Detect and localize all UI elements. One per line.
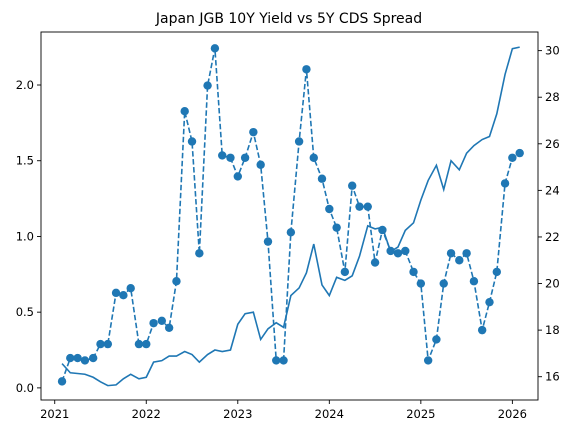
series-2-point-58	[492, 267, 502, 277]
series-2-point-18	[187, 137, 197, 146]
series-2-point-59	[500, 179, 510, 188]
series-2-point-56	[477, 325, 487, 335]
series-2-point-6	[96, 339, 105, 349]
series-2-point-34	[309, 153, 318, 162]
series-2-point-27	[256, 160, 265, 169]
x-tick-label: 2024	[315, 407, 344, 421]
series-2-point-14	[157, 316, 167, 326]
series-2-point-25	[240, 153, 250, 162]
y-right-tick-label: 20	[545, 277, 560, 291]
series-2-point-35	[317, 174, 327, 183]
series-2-point-28	[263, 237, 273, 246]
series-2-point-57	[485, 297, 494, 307]
x-tick-label: 2025	[406, 407, 435, 421]
y-left-tick-label: 2.0	[16, 78, 34, 92]
series-2-point-38	[340, 267, 350, 277]
series-1-line	[61, 46, 520, 387]
series-2-point-13	[149, 318, 158, 328]
series-2-point-4	[80, 356, 90, 365]
y-axis-left: 0.0 0.5 1.0 1.5 2.0	[16, 78, 41, 395]
series-2-point-51	[439, 279, 448, 288]
series-2-point-26	[249, 127, 258, 137]
series-2-point-61	[515, 148, 524, 158]
series-2-point-41	[363, 202, 372, 211]
series-2-point-50	[432, 335, 441, 344]
series-2-point-43	[378, 225, 387, 235]
series-2-point-54	[462, 249, 471, 258]
series-2-point-24	[233, 172, 242, 181]
series-2-point-45	[393, 249, 403, 258]
x-axis: 2021 2022 2023 2024 2025 2026	[40, 400, 527, 421]
plot-area	[57, 44, 524, 387]
series-2-point-20	[203, 81, 212, 90]
series-2-point-47	[409, 267, 418, 277]
series-2-point-11	[134, 339, 144, 349]
series-2-point-52	[446, 249, 456, 258]
series-2-point-39	[348, 181, 357, 190]
y-right-tick-label: 30	[545, 44, 560, 58]
y-right-tick-label: 18	[545, 323, 560, 337]
series-2-point-42	[370, 258, 380, 267]
x-tick-label: 2021	[40, 407, 69, 421]
y-right-tick-label: 28	[545, 90, 560, 104]
series-2-point-8	[111, 288, 121, 298]
series-2-point-19	[195, 249, 204, 258]
series-2-point-36	[325, 204, 334, 214]
series-2-point-49	[423, 356, 433, 365]
series-2-point-3	[73, 353, 82, 363]
series-2-point-7	[103, 339, 113, 349]
chart-title: Japan JGB 10Y Yield vs 5Y CDS Spread	[155, 11, 422, 27]
series-2-point-32	[294, 137, 304, 146]
x-tick-label: 2023	[223, 407, 252, 421]
x-tick-label: 2022	[132, 407, 161, 421]
y-axis-right: 16 18 20 22 24 26 28 30	[538, 44, 560, 384]
y-right-tick-label: 16	[545, 370, 560, 384]
series-2-point-53	[455, 256, 464, 265]
series-2-point-1	[57, 377, 67, 386]
series-2-point-55	[469, 277, 479, 286]
y-right-tick-label: 22	[545, 230, 560, 244]
series-2-point-40	[355, 202, 364, 211]
series-2-point-21	[210, 44, 220, 53]
series-2-point-48	[416, 279, 426, 288]
series-2-point-44	[386, 246, 395, 256]
series-2-point-29	[272, 356, 281, 365]
series-2-point-16	[172, 277, 181, 286]
series-2-point-17	[180, 106, 189, 116]
series-2-point-37	[332, 223, 341, 232]
series-2-point-10	[126, 284, 135, 293]
series-2-point-22	[218, 151, 227, 160]
series-2-point-23	[226, 153, 235, 162]
series-2-point-46	[401, 246, 410, 256]
series-2-point-60	[508, 153, 517, 162]
y-left-tick-label: 1.5	[16, 154, 34, 168]
series-2-point-30	[279, 356, 288, 365]
plot-frame	[40, 31, 539, 401]
series-2-point-2	[66, 353, 75, 363]
series-2-point-31	[286, 228, 296, 237]
x-tick-label: 2026	[498, 407, 527, 421]
y-left-tick-label: 0.5	[16, 305, 34, 319]
series-2-point-12	[142, 339, 151, 349]
series-2-point-5	[88, 353, 98, 363]
y-right-tick-label: 24	[545, 183, 560, 197]
series-2-line	[61, 48, 521, 382]
y-right-tick-label: 26	[545, 137, 560, 151]
series-2-point-15	[164, 323, 174, 332]
y-left-tick-label: 1.0	[16, 229, 34, 243]
series-2-point-9	[119, 290, 128, 300]
series-2-point-33	[302, 65, 311, 74]
y-left-tick-label: 0.0	[16, 381, 34, 395]
